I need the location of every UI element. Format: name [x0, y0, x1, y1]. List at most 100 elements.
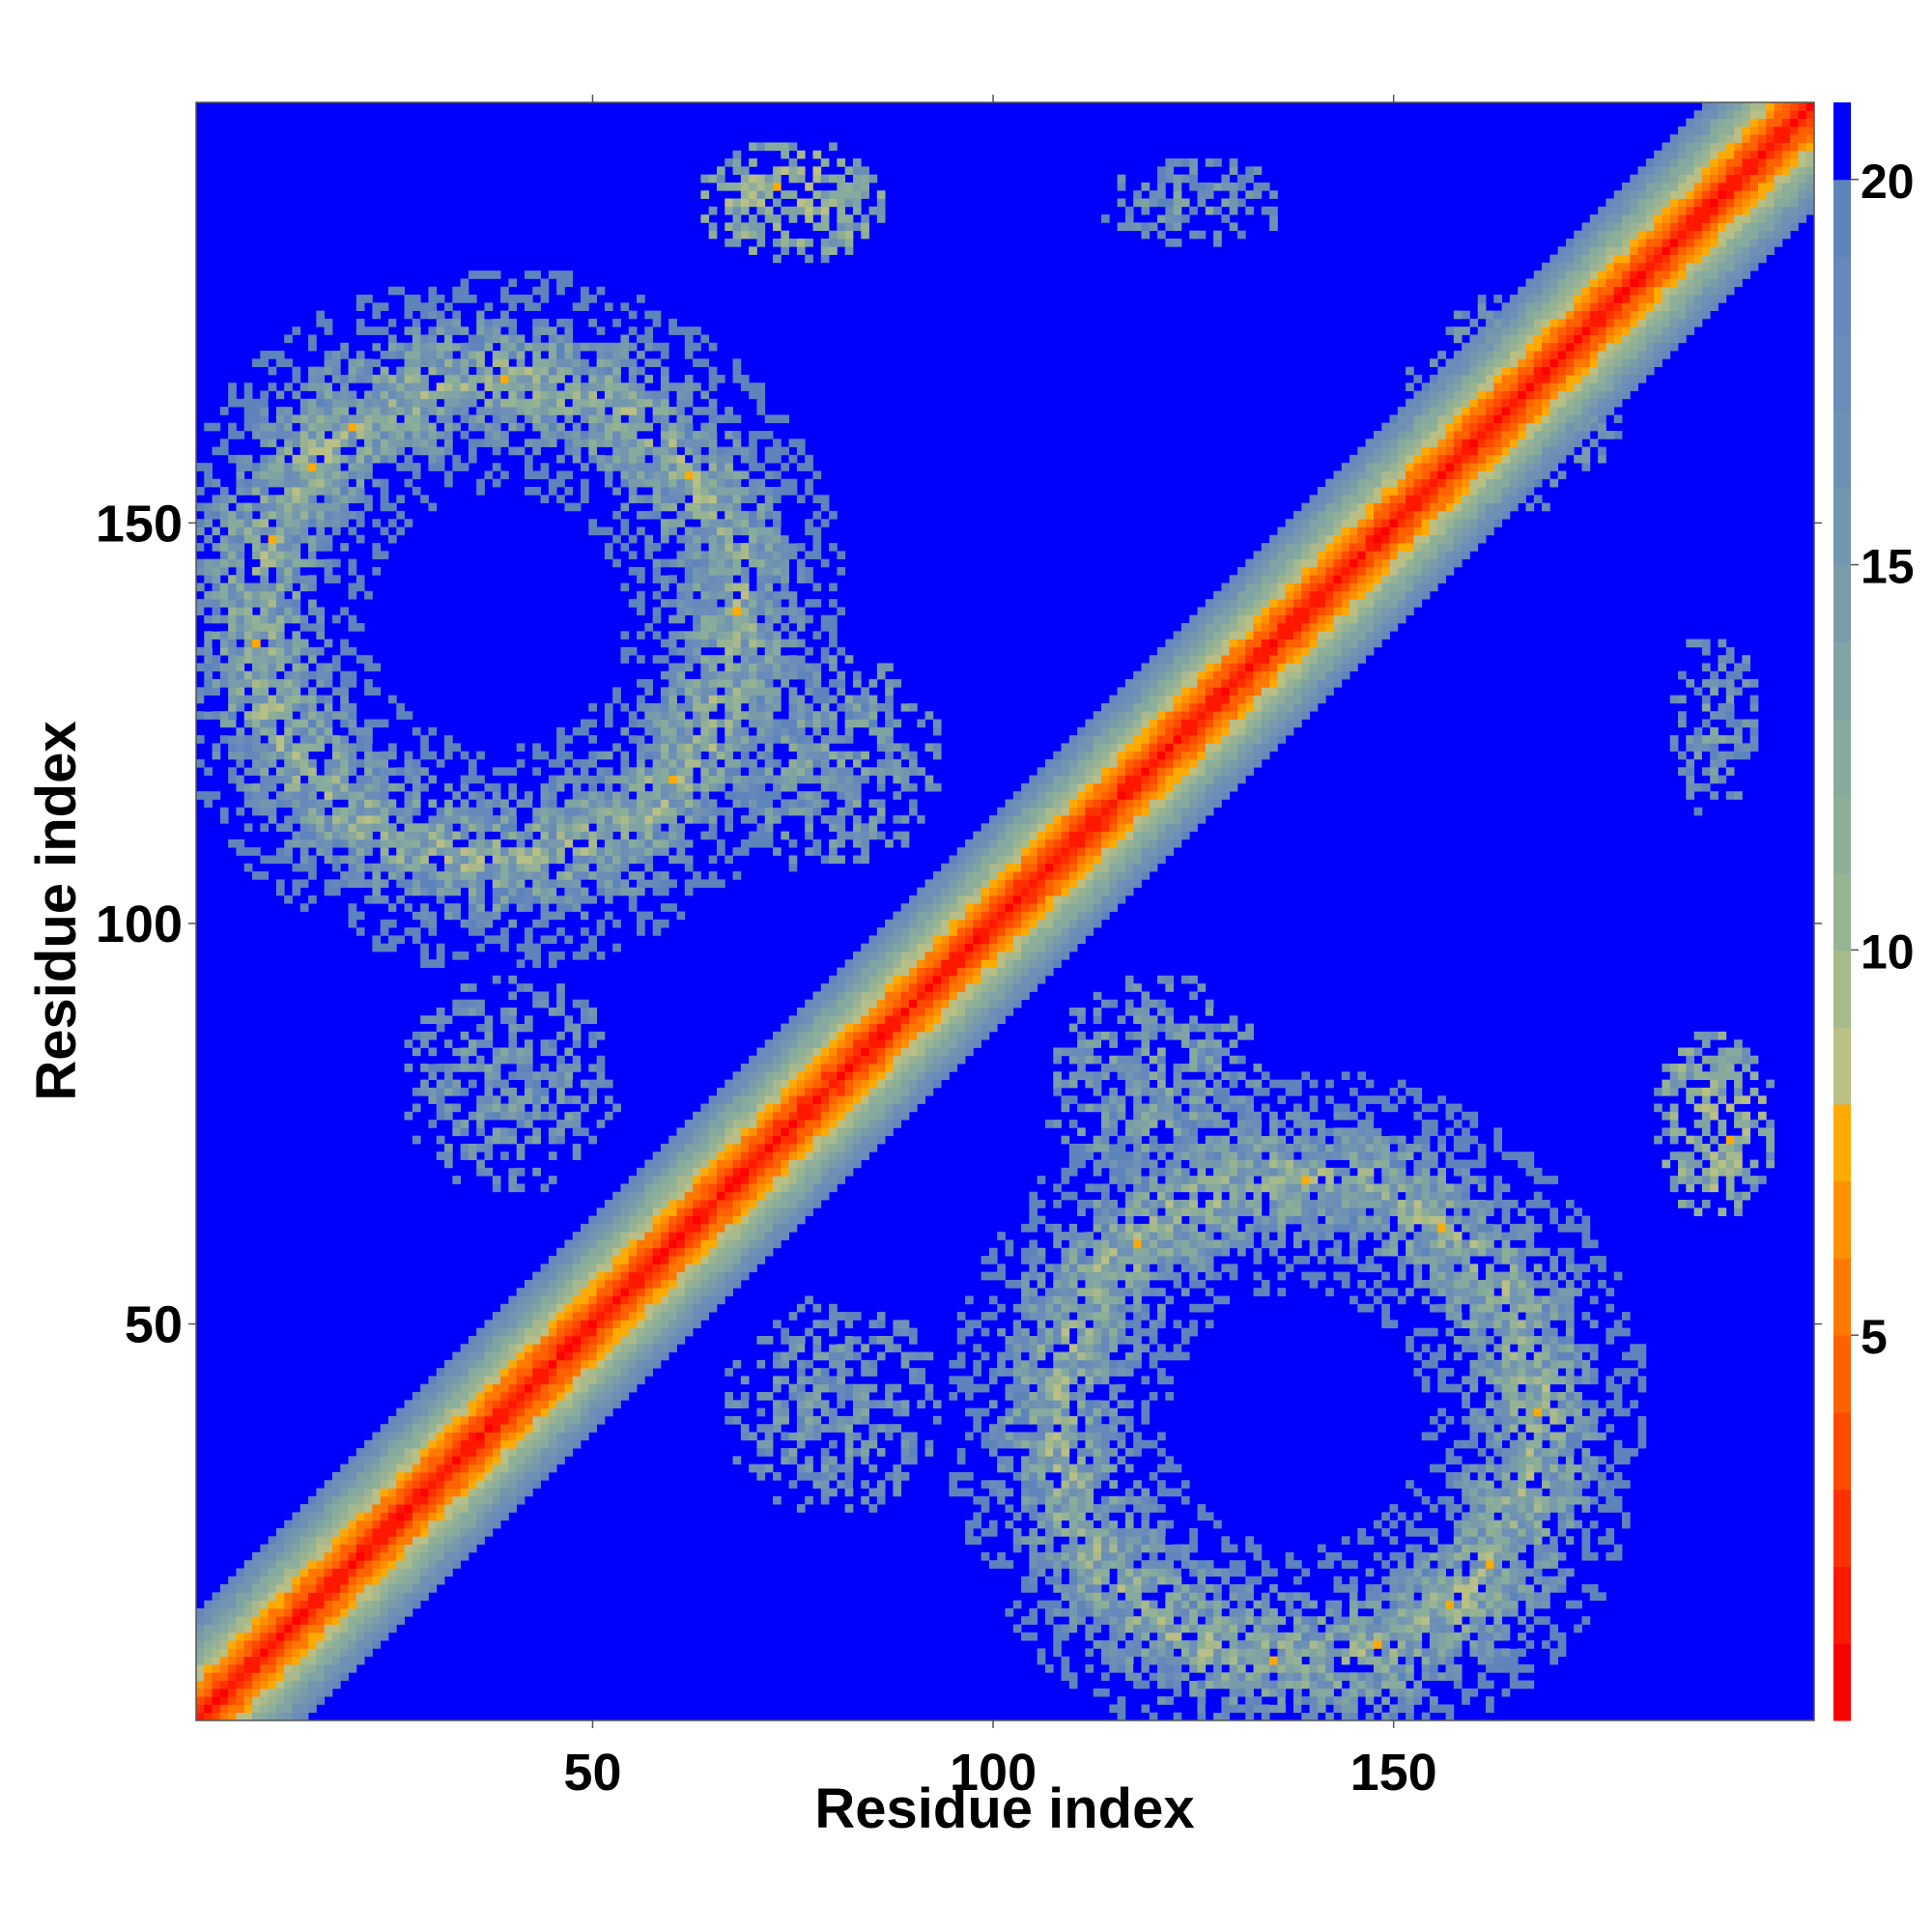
heatmap-cell — [676, 463, 686, 471]
heatmap-cell — [275, 407, 285, 415]
heatmap-cell — [532, 1471, 541, 1481]
heatmap-cell — [428, 1527, 438, 1537]
heatmap-cell — [564, 446, 574, 456]
heatmap-cell — [284, 807, 293, 816]
heatmap-cell — [693, 1303, 701, 1313]
heatmap-cell — [556, 351, 565, 359]
heatmap-cell — [308, 599, 317, 608]
heatmap-cell — [219, 1688, 229, 1697]
heatmap-cell — [243, 1680, 253, 1690]
heatmap-cell — [355, 295, 365, 303]
heatmap-cell — [284, 1544, 293, 1553]
heatmap-cell — [628, 1200, 638, 1208]
heatmap-cell — [724, 1368, 733, 1377]
heatmap-cell — [740, 1151, 750, 1160]
heatmap-cell — [324, 711, 333, 720]
heatmap-cell — [732, 1191, 742, 1201]
heatmap-cell — [637, 1344, 645, 1352]
heatmap-cell — [444, 1415, 453, 1425]
heatmap-cell — [372, 390, 382, 400]
heatmap-cell — [716, 534, 725, 544]
heatmap-cell — [388, 318, 397, 327]
heatmap-cell — [588, 1095, 597, 1104]
heatmap-cell — [444, 407, 453, 415]
heatmap-cell — [331, 414, 341, 424]
heatmap-cell — [476, 1064, 485, 1072]
heatmap-cell — [676, 430, 686, 440]
heatmap-cell — [596, 1392, 606, 1401]
heatmap-cell — [340, 510, 349, 520]
heatmap-cell — [252, 1688, 261, 1697]
heatmap-cell — [620, 454, 630, 464]
heatmap-cell — [540, 1271, 550, 1281]
heatmap-cell — [644, 510, 654, 520]
heatmap-cell — [564, 1120, 574, 1128]
heatmap-cell — [740, 799, 750, 809]
heatmap-cell — [284, 782, 293, 792]
heatmap-cell — [556, 1400, 565, 1409]
heatmap-cell — [260, 439, 270, 447]
heatmap-cell — [476, 1536, 485, 1545]
heatmap-cell — [508, 831, 518, 840]
heatmap-cell — [581, 1320, 589, 1329]
heatmap-cell — [212, 663, 221, 672]
heatmap-cell — [644, 1159, 654, 1169]
heatmap-cell — [716, 879, 725, 889]
heatmap-cell — [556, 823, 565, 832]
heatmap-cell — [524, 1335, 533, 1345]
heatmap-cell — [724, 1415, 733, 1425]
heatmap-cell — [412, 1087, 421, 1096]
heatmap-cell — [428, 1495, 438, 1505]
heatmap-cell — [436, 943, 445, 952]
heatmap-cell — [693, 487, 701, 496]
heatmap-cell — [308, 446, 317, 456]
heatmap-cell — [268, 1688, 277, 1697]
heatmap-cell — [524, 1055, 533, 1065]
heatmap-cell — [308, 1584, 317, 1593]
heatmap-cell — [292, 1536, 301, 1545]
heatmap-cell — [468, 270, 477, 279]
heatmap-cell — [396, 439, 405, 447]
heatmap-cell — [693, 1295, 701, 1305]
heatmap-cell — [740, 1071, 750, 1081]
heatmap-cell — [275, 543, 285, 552]
heatmap-cell — [219, 1600, 229, 1609]
heatmap-cell — [219, 614, 229, 624]
heatmap-cell — [700, 726, 710, 736]
heatmap-cell — [355, 823, 365, 832]
heatmap-cell — [412, 823, 421, 832]
heatmap-cell — [732, 1247, 742, 1257]
heatmap-cell — [516, 383, 526, 391]
heatmap-cell — [581, 847, 589, 856]
heatmap-cell — [588, 407, 597, 415]
heatmap-cell — [724, 543, 733, 552]
heatmap-cell — [724, 1151, 733, 1160]
heatmap-cell — [548, 1039, 557, 1048]
heatmap-cell — [572, 1247, 582, 1257]
heatmap-cell — [644, 310, 654, 320]
heatmap-cell — [556, 1327, 565, 1337]
heatmap-cell — [532, 838, 541, 848]
heatmap-cell — [676, 782, 686, 792]
heatmap-cell — [316, 1624, 326, 1634]
heatmap-cell — [420, 1031, 429, 1040]
heatmap-cell — [364, 1632, 373, 1641]
heatmap-cell — [420, 446, 429, 456]
heatmap-cell — [388, 1600, 397, 1609]
heatmap-cell — [355, 1648, 365, 1658]
heatmap-cell — [572, 1151, 582, 1160]
heatmap-cell — [524, 407, 533, 415]
heatmap-cell — [460, 366, 469, 376]
heatmap-cell — [308, 1632, 317, 1641]
heatmap-cell — [444, 847, 453, 856]
heatmap-cell — [676, 1200, 686, 1208]
heatmap-cell — [316, 735, 326, 744]
heatmap-cell — [508, 1120, 518, 1128]
heatmap-cell — [716, 1271, 725, 1281]
heatmap-cell — [581, 1344, 589, 1352]
heatmap-cell — [292, 1663, 301, 1673]
heatmap-cell — [316, 1551, 326, 1561]
heatmap-cell — [228, 735, 237, 744]
heatmap-cell — [260, 726, 270, 736]
heatmap-cell — [540, 1392, 550, 1401]
